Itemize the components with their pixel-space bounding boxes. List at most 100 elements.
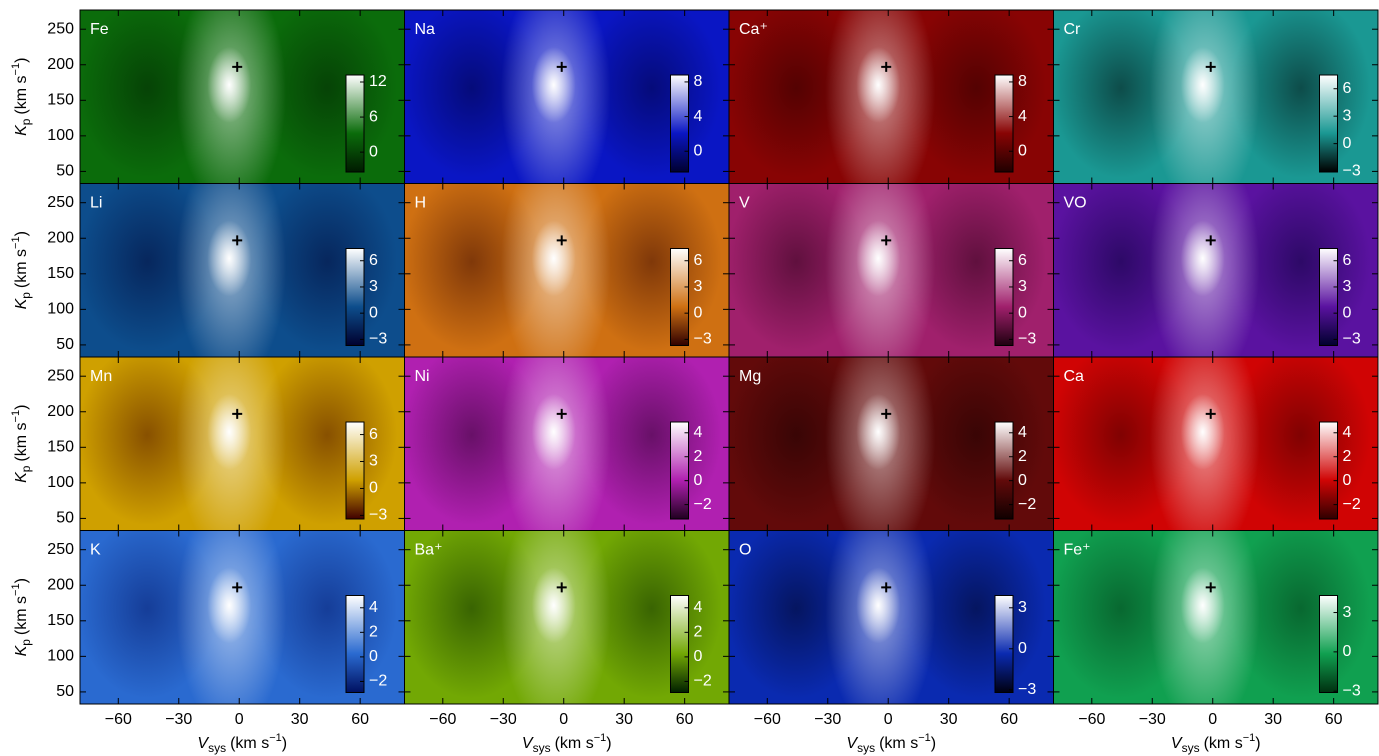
colorbar-tick-label: 4: [1343, 424, 1352, 441]
panel: Ca −2 0 2 4: [1053, 356, 1379, 531]
y-axis-label: Kp (km s−1): [10, 58, 33, 136]
colorbar-tick-label: 0: [694, 304, 703, 321]
panel: V −3 0 3 6: [728, 183, 1054, 358]
x-axis-label-exponent: −1: [269, 732, 282, 744]
colorbar-tick-label: 0: [1018, 640, 1027, 657]
y-axis-label: Kp (km s−1): [10, 405, 33, 483]
marker: [881, 235, 892, 246]
x-tick-label: −60: [754, 711, 781, 728]
colorbar-tick-label: 6: [694, 252, 703, 269]
marker: [881, 408, 892, 419]
colorbar-tick-label: 0: [369, 304, 378, 321]
heatmap-peak: [207, 220, 252, 297]
panel-frame: [1053, 530, 1379, 705]
species-label: V: [739, 195, 750, 212]
x-tick-label: −30: [165, 711, 192, 728]
heatmap: [729, 10, 1054, 184]
heatmap-peak: [1180, 393, 1225, 470]
colorbar-tick-label: 2: [1343, 448, 1352, 465]
y-axis-label-exponent: −1: [10, 583, 22, 596]
x-tick-label: −30: [1139, 711, 1166, 728]
y-axis-label-unit: (km s: [13, 422, 30, 461]
marker: [881, 582, 892, 593]
species-label: Ca⁺: [739, 21, 768, 38]
colorbar-tick-label: −2: [694, 673, 712, 690]
x-axis-label-exponent: −1: [1243, 732, 1256, 744]
colorbar-tick-label: 6: [1018, 252, 1027, 269]
heatmap-peak: [1180, 220, 1225, 297]
panel: Ni −2 0 2 4: [404, 356, 730, 531]
colorbar: [1319, 595, 1338, 693]
y-axis-label-symbol: K: [13, 297, 30, 309]
x-tick-label: 30: [1264, 711, 1282, 728]
x-tick-label: 30: [615, 711, 633, 728]
x-axis-label-subscript: sys: [533, 741, 551, 755]
colorbar-tick-label: 2: [1018, 448, 1027, 465]
y-tick-label: 50: [56, 163, 74, 180]
y-tick-label: 250: [47, 20, 74, 37]
colorbar-tick-label: 3: [369, 278, 378, 295]
colorbar: [345, 595, 365, 693]
y-axis-label-subscript: p: [19, 465, 33, 472]
colorbar-tick-label: 0: [1343, 135, 1352, 152]
colorbar-tick-label: 0: [369, 143, 378, 160]
y-axis-label-exponent: −1: [10, 63, 22, 76]
y-axis-label-symbol: K: [13, 124, 30, 136]
x-tick-label: −60: [105, 711, 132, 728]
x-axis-label-unit: (km s: [555, 735, 594, 752]
y-tick-label: 200: [47, 403, 74, 420]
colorbar-tick-label: −3: [1343, 162, 1361, 179]
y-tick-label: 100: [47, 474, 74, 491]
x-tick-label: 0: [235, 711, 244, 728]
y-tick-label: 200: [47, 576, 74, 593]
x-tick-label: 0: [559, 711, 568, 728]
x-axis-label-close: ): [606, 735, 611, 752]
species-label: Cr: [1064, 21, 1082, 38]
species-label: Ni: [415, 368, 430, 385]
colorbar-tick-label: 3: [1343, 278, 1352, 295]
y-axis-label-subscript: p: [19, 118, 33, 125]
colorbar-tick-label: 2: [694, 448, 703, 465]
colorbar: [994, 74, 1014, 173]
colorbar-tick-label: −3: [694, 331, 712, 348]
heatmap-peak: [856, 393, 901, 470]
colorbar-tick-label: 0: [694, 142, 703, 159]
heatmap-peak: [531, 46, 576, 123]
y-axis-label-close: ): [13, 58, 30, 63]
marker: [556, 61, 567, 72]
colorbar-tick-label: 4: [694, 108, 703, 125]
colorbar-tick-label: 3: [694, 278, 703, 295]
species-label: Fe: [90, 21, 109, 38]
y-tick-label: 150: [47, 92, 74, 109]
colorbar-tick-label: 12: [369, 73, 387, 90]
x-axis-label-subscript: sys: [208, 741, 226, 755]
y-axis-label: Kp (km s−1): [10, 231, 33, 309]
colorbar-tick-label: 6: [1343, 80, 1352, 97]
y-axis-label-subscript: p: [19, 292, 33, 299]
y-axis-label-exponent: −1: [10, 236, 22, 249]
colorbar-tick-label: 2: [694, 624, 703, 641]
colorbar-tick-label: 8: [1018, 73, 1027, 90]
y-tick-label: 50: [56, 336, 74, 353]
colorbar: [1319, 421, 1338, 520]
colorbar-tick-label: 0: [1343, 643, 1352, 660]
colorbar-tick-label: 2: [369, 624, 378, 641]
y-axis-label-unit: (km s: [13, 75, 30, 114]
colorbar-tick-label: 3: [1018, 599, 1027, 616]
heatmap-peak: [531, 393, 576, 470]
colorbar-tick-label: 0: [1343, 472, 1352, 489]
marker: [232, 61, 243, 72]
species-label: VO: [1064, 195, 1087, 212]
y-tick-label: 250: [47, 541, 74, 558]
x-axis-label-symbol: V: [522, 735, 534, 752]
x-tick-label: 30: [291, 711, 309, 728]
marker: [556, 235, 567, 246]
marker: [1205, 582, 1216, 593]
y-axis-label-symbol: K: [13, 471, 30, 483]
heatmap: [1053, 183, 1378, 357]
y-axis-label-close: ): [13, 578, 30, 583]
